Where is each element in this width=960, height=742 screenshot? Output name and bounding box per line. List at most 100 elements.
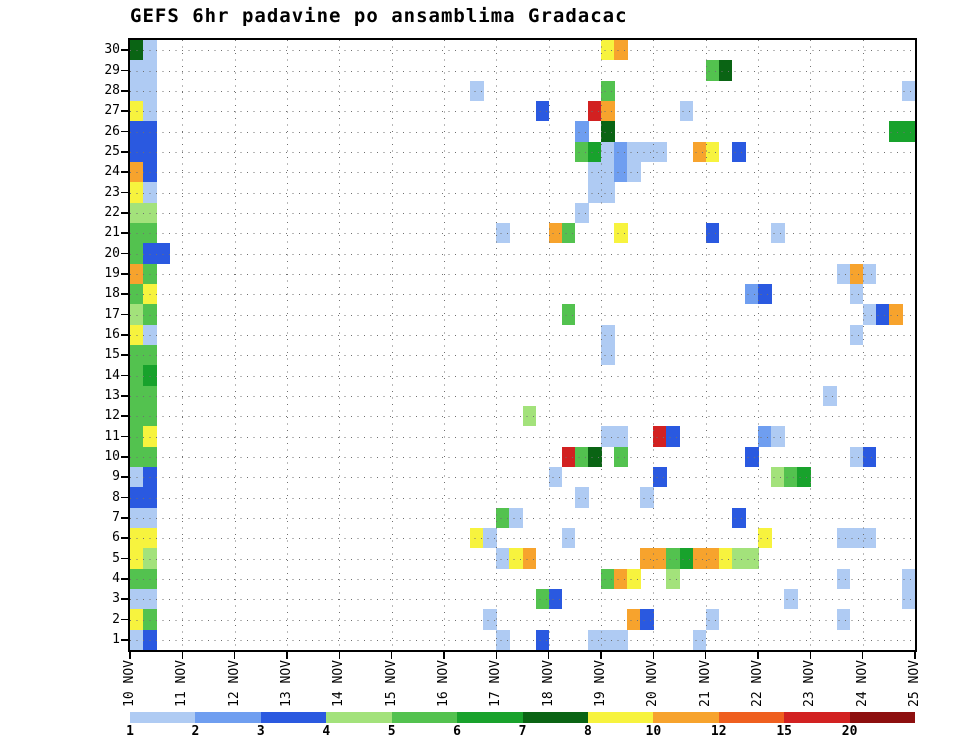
gridline-vertical	[496, 40, 498, 650]
x-axis-tick	[547, 652, 550, 659]
gridline-horizontal	[130, 334, 915, 336]
gridline-vertical	[705, 40, 707, 650]
heatmap-cell	[653, 141, 667, 162]
y-axis-label: 20	[104, 245, 120, 261]
heatmap-cell	[731, 507, 746, 528]
heatmap-cell	[901, 568, 915, 589]
chart-title: GEFS 6hr padavine po ansamblima Gradacac	[130, 5, 628, 27]
heatmap-cell	[640, 141, 654, 162]
heatmap-cell	[143, 609, 157, 630]
y-axis-tick	[121, 110, 128, 112]
legend-value-label: 4	[322, 724, 331, 739]
gridline-horizontal	[130, 578, 915, 580]
x-axis-tick	[914, 652, 916, 659]
heatmap-cell	[130, 182, 144, 203]
y-axis-label: 11	[104, 428, 120, 444]
heatmap-cell	[705, 609, 720, 630]
y-axis-label: 3	[112, 591, 120, 607]
legend-value-label: 15	[776, 724, 792, 739]
y-axis-tick	[121, 252, 128, 255]
heatmap-cell	[653, 548, 667, 569]
y-axis-tick	[121, 212, 128, 214]
gridline-horizontal	[130, 233, 915, 235]
heatmap-cell	[614, 568, 628, 589]
heatmap-cell	[156, 243, 170, 264]
heatmap-cell	[483, 609, 497, 630]
y-axis-label: 9	[112, 469, 120, 485]
heatmap-cell	[627, 141, 641, 162]
y-axis-tick	[121, 618, 128, 621]
heatmap-cell	[888, 304, 903, 325]
heatmap-cell	[587, 141, 602, 162]
heatmap-cell	[901, 121, 915, 142]
x-axis-label: 23 NOV	[802, 660, 818, 707]
heatmap-cell	[862, 263, 877, 284]
heatmap-cell	[130, 60, 144, 81]
heatmap-cell	[640, 609, 654, 630]
gridline-horizontal	[130, 436, 915, 438]
y-axis-label: 4	[112, 570, 120, 586]
y-axis-tick	[121, 435, 128, 438]
heatmap-cell	[143, 548, 157, 569]
y-axis-label: 12	[104, 408, 120, 424]
heatmap-cell	[130, 263, 144, 284]
y-axis-tick	[121, 395, 128, 397]
y-axis-tick	[121, 151, 128, 153]
y-axis-tick	[121, 517, 128, 519]
heatmap-cell	[705, 548, 720, 569]
heatmap-cell	[862, 304, 877, 325]
y-axis-label: 2	[112, 611, 120, 627]
x-axis-label: 11 NOV	[174, 660, 190, 707]
gridline-horizontal	[130, 70, 915, 72]
y-axis-tick	[121, 90, 128, 92]
heatmap-cell	[561, 446, 576, 467]
x-axis-label: 12 NOV	[226, 660, 242, 707]
heatmap-cell	[692, 141, 707, 162]
heatmap-cell	[692, 548, 707, 569]
y-axis-label: 23	[104, 184, 120, 200]
heatmap-cell	[601, 426, 615, 447]
heatmap-cell	[823, 385, 838, 406]
heatmap-cell	[718, 548, 733, 569]
x-axis-label: 18 NOV	[540, 660, 556, 707]
gridline-horizontal	[130, 497, 915, 499]
heatmap-cell	[587, 629, 602, 650]
gridline-horizontal	[130, 294, 915, 296]
gridline-horizontal	[130, 538, 915, 540]
x-axis-tick	[286, 652, 288, 659]
y-axis-label: 10	[104, 448, 120, 464]
heatmap-cell	[130, 80, 144, 101]
heatmap-cell	[143, 243, 157, 264]
heatmap-cell	[143, 304, 157, 325]
heatmap-cell	[601, 121, 615, 142]
y-axis-tick	[121, 171, 128, 173]
heatmap-cell	[679, 548, 694, 569]
legend-segment	[457, 712, 523, 723]
gridline-vertical	[601, 40, 602, 650]
heatmap-cell	[653, 426, 667, 447]
gridline-vertical	[182, 40, 184, 650]
legend-segment	[718, 712, 785, 723]
heatmap-cell	[849, 446, 864, 467]
gridline-horizontal	[130, 151, 915, 153]
heatmap-cell	[574, 141, 589, 162]
gridline-horizontal	[130, 619, 915, 621]
gridline-horizontal	[130, 375, 915, 377]
heatmap-cell	[574, 487, 589, 508]
heatmap-cell	[130, 446, 144, 467]
legend-value-label: 1	[126, 724, 134, 739]
y-axis-tick	[121, 293, 128, 295]
gridline-vertical	[287, 40, 288, 650]
y-axis-label: 28	[104, 82, 120, 98]
heatmap-cell	[849, 263, 864, 284]
legend-segment	[195, 712, 261, 723]
x-axis-label: 25 NOV	[907, 660, 922, 707]
y-axis-tick	[121, 476, 128, 478]
y-axis-label: 6	[112, 530, 120, 546]
x-axis-label: 22 NOV	[750, 660, 765, 707]
heatmap-cell	[705, 60, 720, 81]
gridline-vertical	[339, 40, 341, 650]
heatmap-cell	[614, 426, 628, 447]
legend-value-label: 20	[841, 724, 858, 739]
heatmap-cell	[130, 426, 144, 447]
